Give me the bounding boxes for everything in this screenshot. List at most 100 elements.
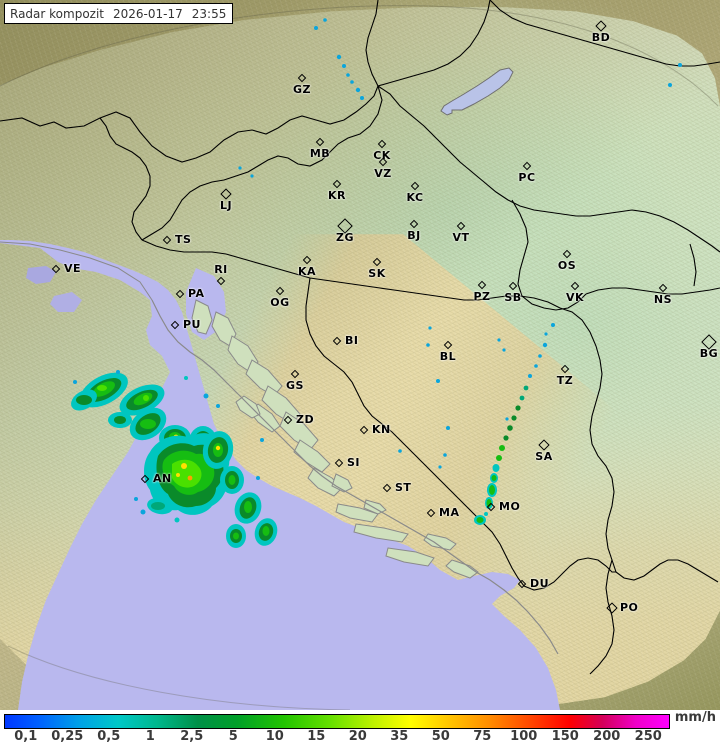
echo-cell (108, 412, 132, 428)
city-label: BD (591, 31, 611, 44)
legend-tick: 35 (390, 729, 409, 744)
time-label: 23:55 (191, 6, 227, 21)
echo-cell (71, 389, 97, 411)
legend-tick: 250 (634, 729, 662, 744)
city-label: BL (439, 350, 457, 363)
city-label: ZG (335, 231, 355, 244)
legend-tick: 5 (228, 729, 238, 744)
city-label: RI (214, 263, 228, 276)
city-label: LJ (219, 199, 233, 212)
city-label: VE (64, 262, 82, 275)
legend-tick: 0,1 (14, 729, 38, 744)
echo-cell (254, 518, 278, 546)
legend-tick: 100 (510, 729, 538, 744)
legend-tick: 75 (473, 729, 492, 744)
city-label: KR (328, 189, 346, 202)
city-label: TZ (556, 374, 574, 387)
echo-pixel (184, 376, 188, 380)
legend-tick: 0,25 (51, 729, 84, 744)
city-label: BI (345, 334, 359, 347)
city-label: PZ (473, 290, 491, 303)
lake-balaton (440, 67, 514, 116)
venice-lagoon (26, 266, 56, 284)
city-label: DU (530, 577, 550, 590)
city-label: BG (699, 347, 719, 360)
city-label: AN (153, 472, 172, 485)
echo-cell (202, 431, 234, 469)
city-label: MO (499, 500, 521, 513)
legend-unit-label: mm/h (674, 710, 716, 725)
dalmatian-islands (191, 299, 479, 579)
echo-cell (220, 466, 244, 494)
legend-tick: 1 (145, 729, 155, 744)
city-label: KN (372, 423, 391, 436)
city-label: SK (368, 267, 386, 280)
legend-tick: 0,5 (97, 729, 121, 744)
city-label: KA (297, 265, 317, 278)
product-label: Radar kompozit (10, 6, 104, 21)
city-label: VK (565, 291, 585, 304)
legend-tick: 200 (593, 729, 621, 744)
echo-cluster-misc (238, 18, 682, 469)
echo-cell (147, 497, 173, 515)
hydrography-layer (0, 5, 719, 710)
city-label: VZ (374, 167, 392, 180)
legend-tick: 150 (551, 729, 579, 744)
croatian-coastline (151, 299, 559, 655)
date-label: 2026-01-17 (113, 6, 183, 21)
echo-pixel (140, 509, 146, 515)
colorbar-tick-labels: 0,1 0,25 0,5 1 2,5 5 10 15 20 35 50 75 100 150 200 250 (0, 729, 720, 749)
political-borders-layer (0, 0, 720, 675)
city-label: GZ (292, 83, 312, 96)
echo-pixel (73, 380, 77, 384)
city-label: OG (270, 296, 290, 309)
echo-pixel (134, 497, 138, 501)
city-label: MA (439, 506, 460, 519)
colorbar-gradient (4, 714, 670, 729)
title-bar: Radar kompozit 2026-01-17 23:55 (4, 3, 234, 24)
echo-pixel (203, 393, 209, 399)
echo-cluster-adriatic (71, 370, 278, 548)
city-label: NS (653, 293, 673, 306)
legend-tick: 2,5 (180, 729, 204, 744)
legend-tick: 20 (348, 729, 367, 744)
intensity-legend: 0,1 0,25 0,5 1 2,5 5 10 15 20 35 50 75 100 150 200 250 … (0, 710, 720, 751)
radar-range-arc-south (7, 645, 351, 710)
city-label: VT (452, 231, 470, 244)
city-label: PC (518, 171, 536, 184)
city-label: OS (557, 259, 577, 272)
radar-echo-layer (71, 18, 682, 548)
legend-tick: 15 (307, 729, 326, 744)
adriatic-sea (0, 240, 560, 710)
echo-pixel (216, 404, 220, 408)
radar-range-arc (0, 5, 719, 107)
echo-cell (226, 524, 246, 548)
echo-cluster-bosnia (474, 342, 548, 525)
city-label: SA (535, 450, 553, 463)
city-label: ST (395, 481, 412, 494)
echo-pixel (260, 438, 264, 442)
echo-pixel (116, 370, 120, 374)
city-label: PO (620, 601, 639, 614)
city-label: TS (175, 233, 192, 246)
echo-pixel (174, 517, 180, 523)
city-label: CK (373, 149, 391, 162)
city-label: PU (183, 318, 201, 331)
echo-cell (234, 492, 262, 524)
city-label: PA (188, 287, 205, 300)
city-label: SI (347, 456, 361, 469)
radar-map[interactable]: BD GZ MB CK VZ KR KC PC LJ ZG BJ VT TS OS KA SK RI VE PZ SB… (0, 0, 720, 710)
italian-coastline (0, 241, 153, 301)
city-label: MB (309, 147, 331, 160)
city-label: GS (286, 379, 304, 392)
city-label: KC (406, 191, 424, 204)
echo-cell (129, 407, 167, 441)
legend-tick: 50 (431, 729, 450, 744)
po-delta (50, 292, 82, 312)
echo-cell (119, 384, 165, 416)
city-label: ZD (296, 413, 315, 426)
echo-pixel (256, 476, 260, 480)
city-label: BJ (407, 229, 421, 242)
city-label: SB (504, 291, 522, 304)
